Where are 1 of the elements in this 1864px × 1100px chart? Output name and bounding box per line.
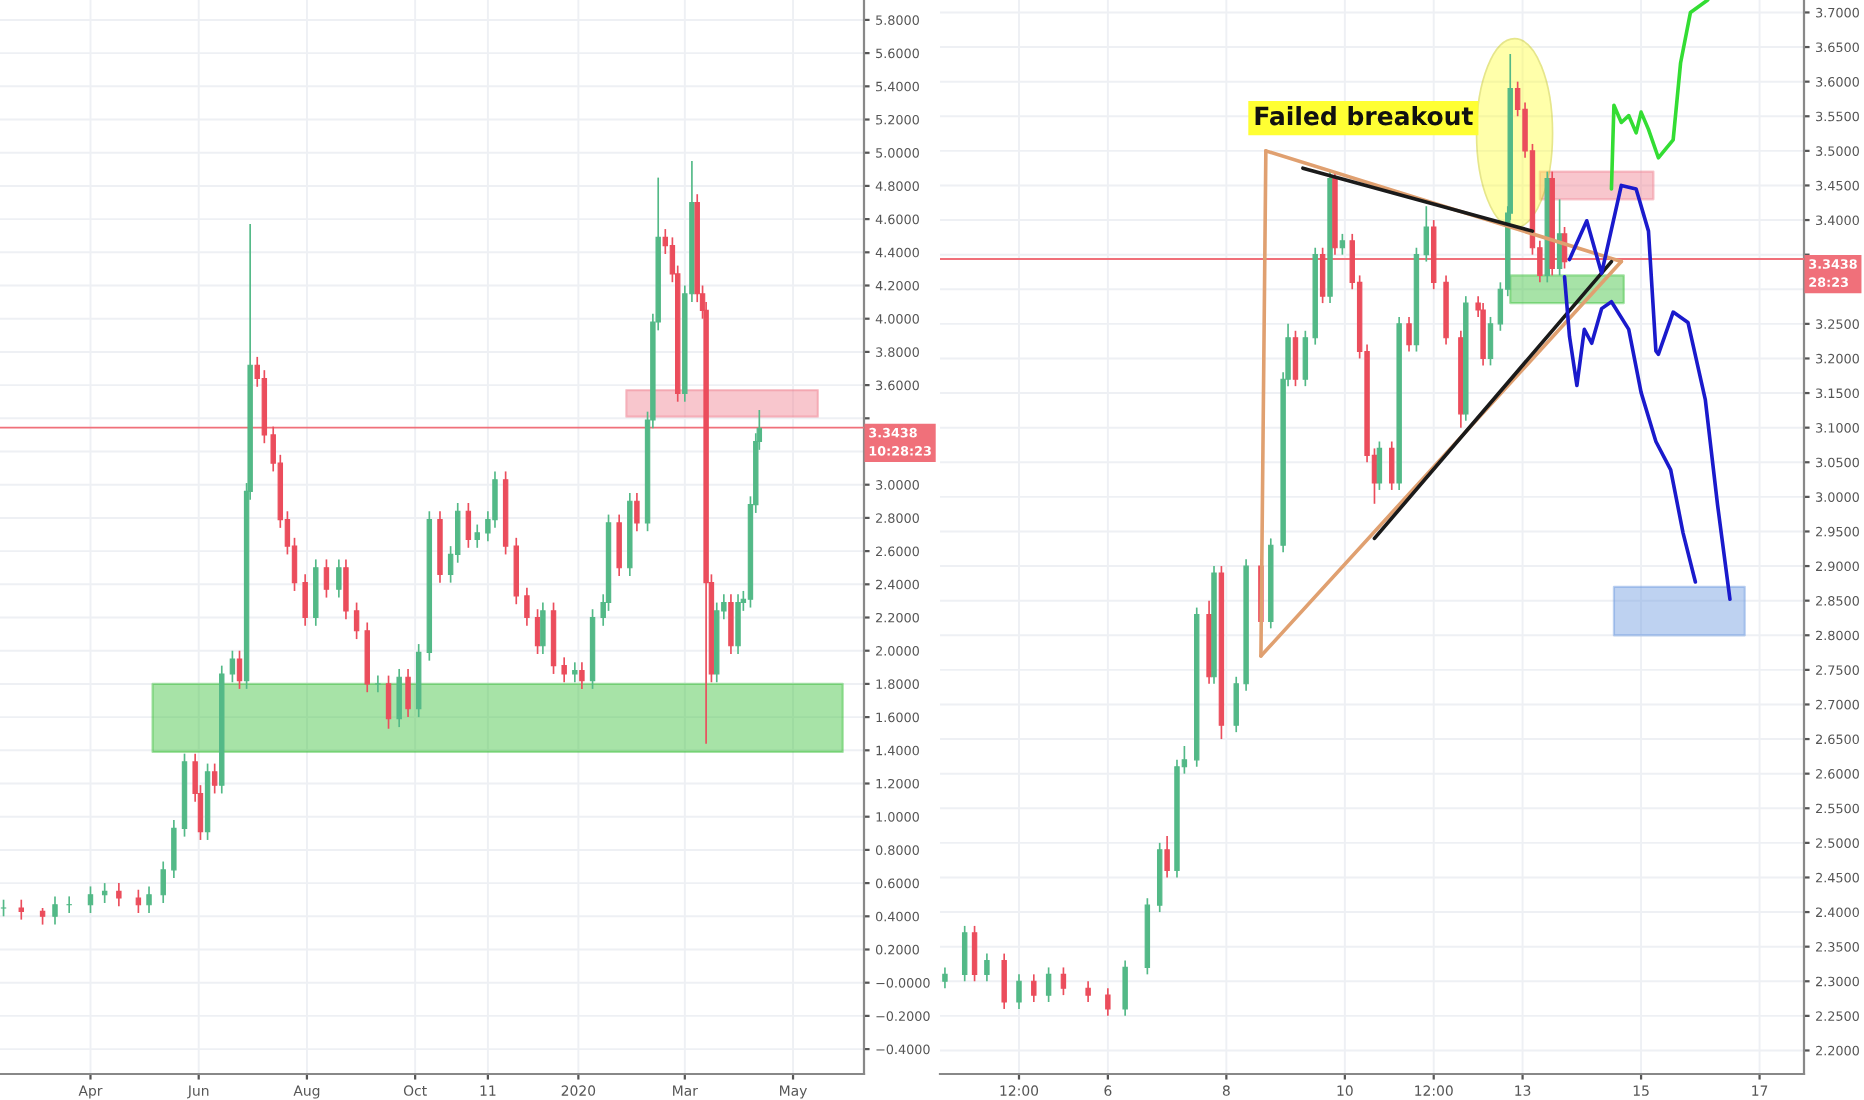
annotation: Failed breakout — [1255, 106, 1473, 126]
